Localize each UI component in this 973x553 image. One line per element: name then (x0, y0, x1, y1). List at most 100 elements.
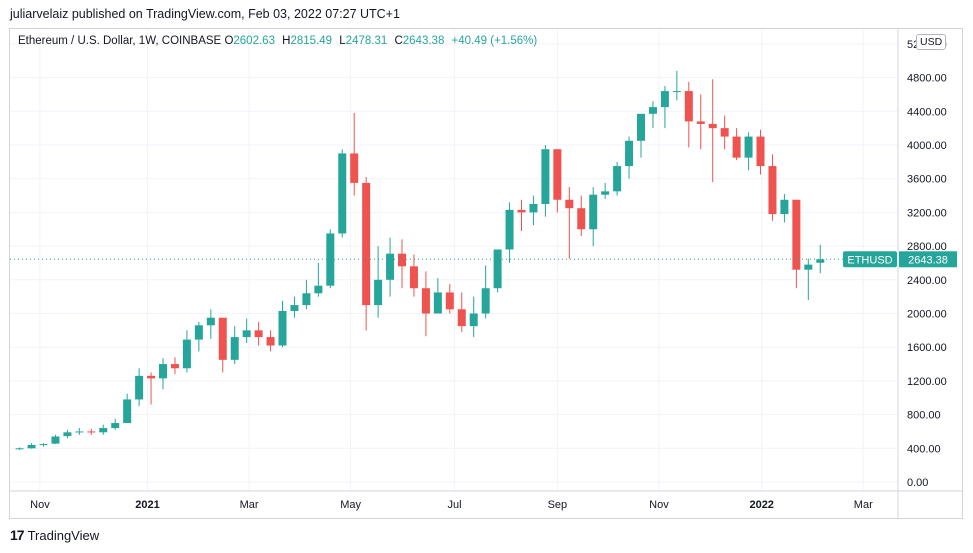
candle-up (326, 229, 335, 289)
candle-down (553, 149, 562, 213)
candle-up (493, 249, 502, 293)
candle-body (39, 444, 48, 446)
currency-button[interactable]: USD (916, 34, 947, 50)
candle-body (182, 339, 191, 369)
candle-body (242, 330, 251, 338)
candle-down (720, 115, 729, 150)
candle-up (242, 318, 251, 343)
candle-up (123, 393, 132, 424)
candle-up (505, 202, 514, 263)
candle-up (338, 149, 347, 238)
candle-body (374, 279, 383, 306)
candle-body (660, 91, 669, 108)
candle-up (613, 161, 622, 196)
candle-body (302, 293, 311, 306)
candle-up (27, 443, 36, 449)
x-tick-label: Mar (854, 499, 873, 511)
publisher-line: juliarvelaiz published on TradingView.co… (10, 7, 400, 21)
candle-down (792, 199, 801, 289)
candle-body (577, 208, 586, 230)
y-tick-label: 4800.00 (907, 73, 947, 85)
candle-body (756, 136, 765, 167)
candle-up (15, 447, 24, 450)
candle-body (398, 253, 407, 267)
candle-down (398, 239, 407, 289)
candle-body (708, 123, 717, 129)
candle-down (362, 177, 371, 331)
tradingview-logo[interactable]: 17 TradingView (10, 527, 99, 543)
candle-down (457, 292, 466, 333)
candle-up (601, 182, 610, 199)
y-tick-label: 3600.00 (907, 174, 947, 186)
candle-body (147, 375, 156, 379)
candle-body (445, 292, 454, 310)
candle-body (625, 140, 634, 167)
candle-body (457, 309, 466, 327)
candle-up (182, 330, 191, 373)
candle-body (111, 423, 120, 429)
tradingview-brand: TradingView (27, 527, 100, 543)
candle-body (290, 305, 299, 311)
candle-body (87, 431, 96, 433)
candle-body (744, 136, 753, 158)
candle-up (744, 132, 753, 171)
symbol-tag-bg (843, 251, 897, 268)
candle-body (469, 313, 478, 327)
grid-lines (10, 30, 898, 491)
candle-body (421, 288, 430, 314)
candle-body (684, 91, 693, 122)
candle-body (123, 399, 132, 424)
open-value: 2602.63 (233, 35, 275, 47)
candle-down (350, 112, 359, 196)
candle-body (637, 113, 646, 141)
y-tick-label: 2800.00 (907, 241, 947, 253)
candle-body (218, 317, 227, 360)
x-tick-label: Mar (240, 499, 259, 511)
candle-body (601, 191, 610, 195)
close-label: C (394, 35, 403, 47)
y-tick-label: 4000.00 (907, 140, 947, 152)
candle-up (816, 244, 825, 274)
candle-body (266, 337, 275, 346)
candle-body (27, 444, 36, 449)
candle-down (684, 81, 693, 148)
symbol-title[interactable]: Ethereum / U.S. Dollar, 1W, COINBASE (18, 35, 222, 47)
open-label: O (224, 35, 234, 47)
high-label: H (282, 35, 291, 47)
candle-down (577, 195, 586, 236)
candle-body (565, 199, 574, 209)
candle-up (469, 296, 478, 338)
candle-down (756, 129, 765, 175)
candle-up (278, 300, 287, 348)
candle-up (302, 279, 311, 310)
candle-up (194, 321, 203, 352)
candle-body (816, 259, 825, 263)
candle-body (613, 166, 622, 192)
candle-body (159, 364, 168, 379)
candle-up (290, 296, 299, 318)
candle-up (75, 428, 84, 435)
candle-up (481, 265, 490, 319)
candle-down (218, 317, 227, 373)
candle-body (780, 199, 789, 215)
candle-body (194, 325, 203, 340)
candle-down (565, 187, 574, 259)
candle-body (75, 431, 84, 433)
candle-body (493, 249, 502, 289)
candle-body (230, 337, 239, 360)
candlestick-series (15, 70, 825, 450)
candle-body (51, 436, 60, 444)
candle-up (804, 258, 813, 301)
price-tag-bg (899, 251, 957, 268)
candle-down (421, 271, 430, 337)
candle-up (63, 429, 72, 439)
chart-frame[interactable] (9, 28, 963, 519)
price-tag-label: 2643.38 (908, 254, 948, 266)
candle-body (99, 428, 108, 433)
candle-body (170, 364, 179, 369)
candle-body (433, 292, 442, 314)
candle-body (15, 448, 24, 450)
candle-up (230, 326, 239, 365)
x-tick-label: Sep (548, 499, 568, 511)
